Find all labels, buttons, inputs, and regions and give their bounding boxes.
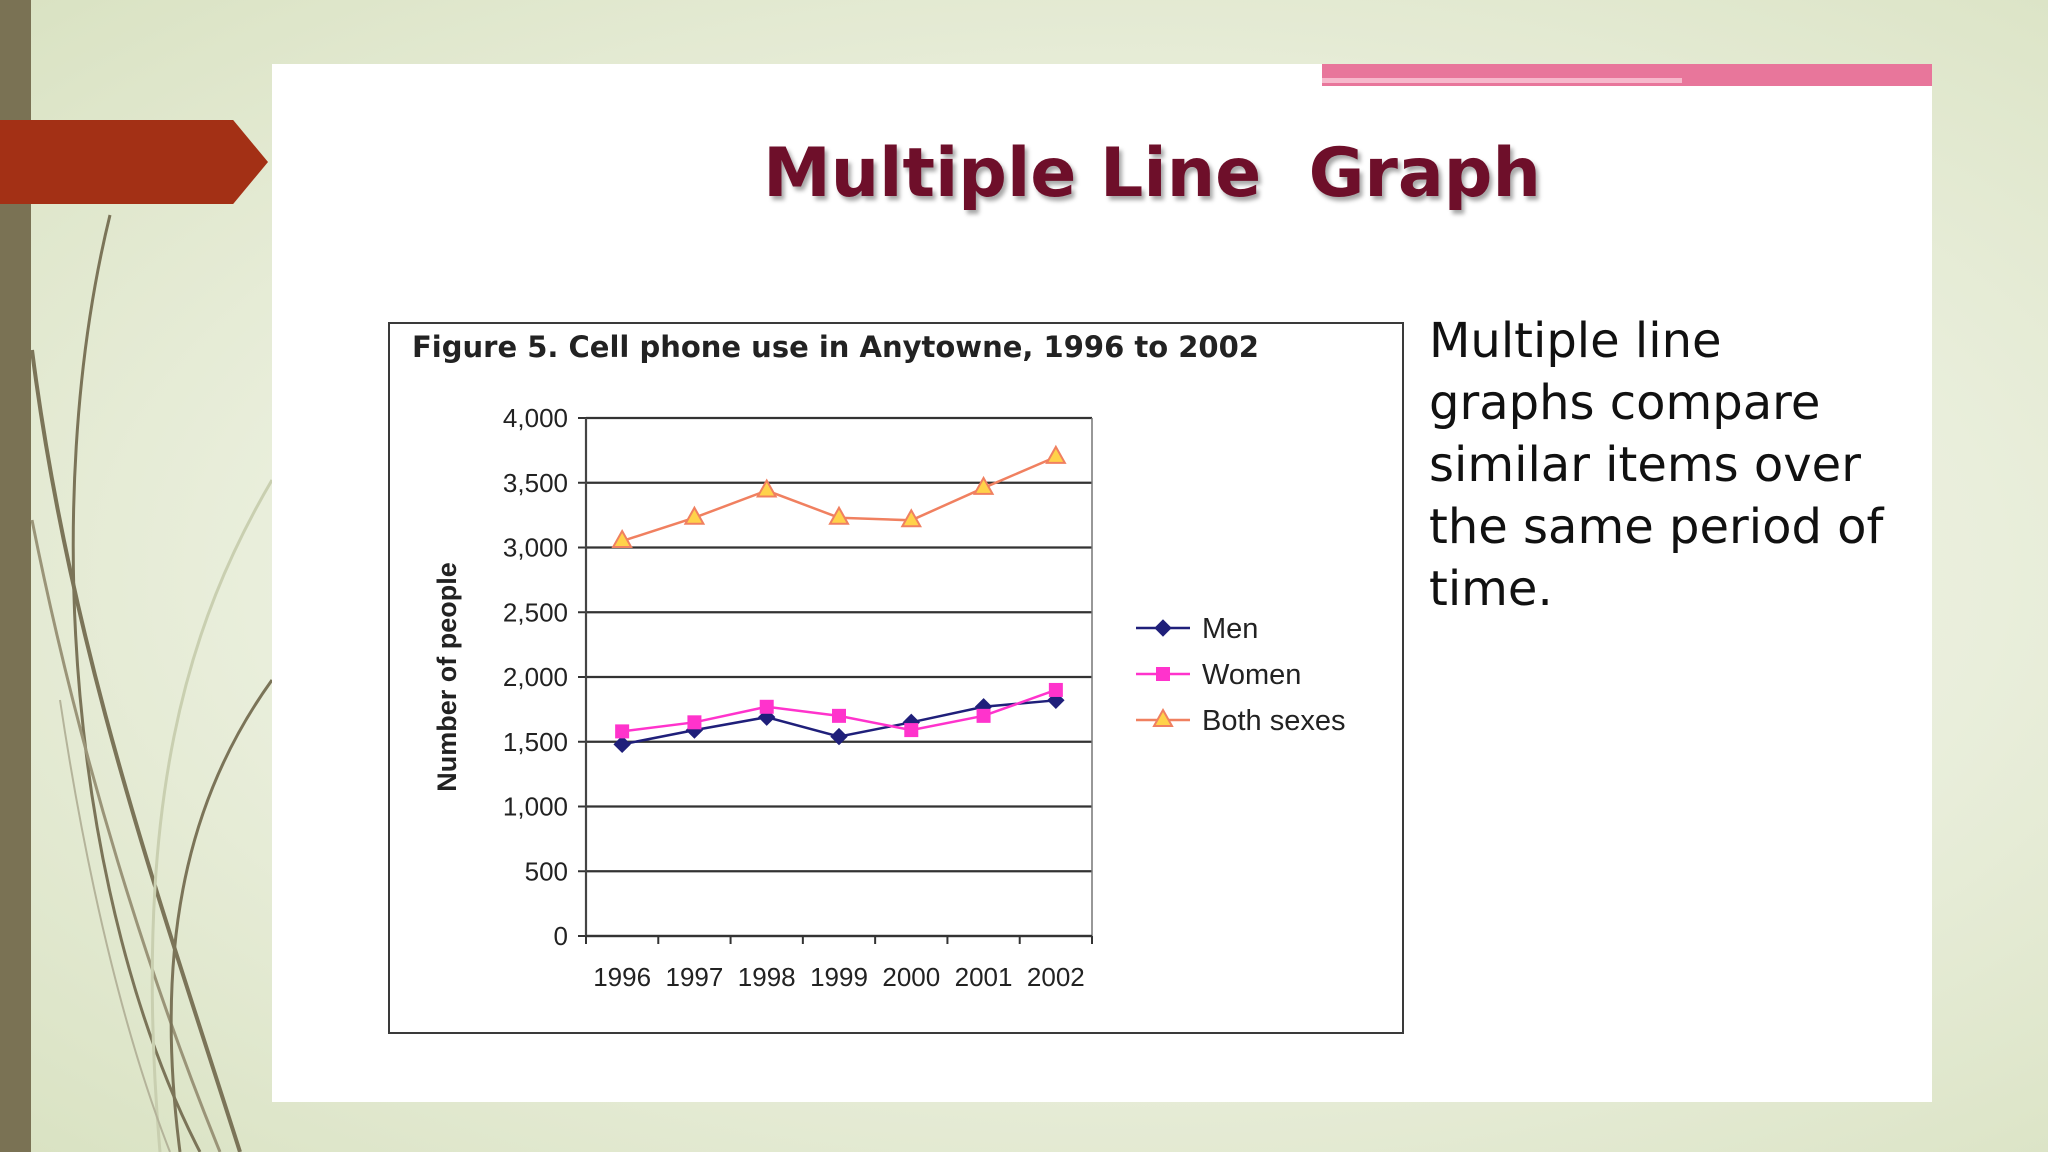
slide-title: Multiple Line Graph [763,134,1541,213]
pink-accent-line [1322,78,1682,83]
data-point-both-sexes [900,508,922,528]
data-point-both-sexes [972,475,995,495]
data-point-women [832,708,846,723]
x-tick-label: 2002 [1027,962,1085,992]
x-tick-label: 2001 [955,962,1013,992]
data-point-men [830,727,848,746]
data-point-women [1048,682,1063,697]
legend-label-both-sexes: Both sexes [1202,705,1345,737]
y-tick-label: 1,500 [503,727,568,757]
data-point-both-sexes [683,505,706,525]
data-point-men [613,735,631,754]
y-tick-label: 3,500 [503,468,568,498]
title-arrow-accent [0,120,268,204]
slide-panel: Multiple Line Graph Figure 5. Cell phone… [272,64,1932,1102]
y-tick-label: 3,000 [503,533,568,563]
x-tick-label: 1998 [738,962,796,992]
x-tick-label: 2000 [882,962,940,992]
legend-label-women: Women [1202,659,1301,691]
y-tick-label: 2,500 [503,597,568,627]
data-point-women [687,715,702,730]
y-tick-label: 500 [525,856,568,886]
y-axis-label: Number of people [432,562,462,792]
data-point-women [976,708,991,723]
figure-caption: Figure 5. Cell phone use in Anytowne, 19… [412,330,1259,364]
x-tick-label: 1999 [810,962,868,992]
data-point-both-sexes [611,528,633,549]
data-point-women [759,699,774,714]
data-point-women [615,724,630,739]
x-tick-label: 1997 [666,962,724,992]
legend-marker-men [1154,619,1172,637]
line-chart: 0 500 1,000 1,500 2,000 2,500 3,000 3,500 4,000 1… [432,403,1345,992]
series-line-both-sexes [621,455,1057,543]
decorative-grass-lines [30,214,274,1152]
legend-label-men: Men [1202,613,1258,645]
data-point-women [904,723,919,738]
data-point-both-sexes [1045,444,1067,464]
data-point-both-sexes [756,478,778,498]
data-point-both-sexes [828,505,850,525]
body-text: Multiple line graphs compare similar ite… [1429,313,1884,617]
y-tick-label: 4,000 [503,403,568,433]
y-tick-label: 1,000 [503,792,568,822]
y-tick-label: 0 [554,921,568,951]
legend-marker-women [1156,667,1170,681]
x-tick-label: 1996 [593,962,651,992]
figure-box: Figure 5. Cell phone use in Anytowne, 19… [388,322,1404,1034]
y-tick-label: 2,000 [503,662,568,692]
legend-marker-both-sexes [1152,707,1174,727]
